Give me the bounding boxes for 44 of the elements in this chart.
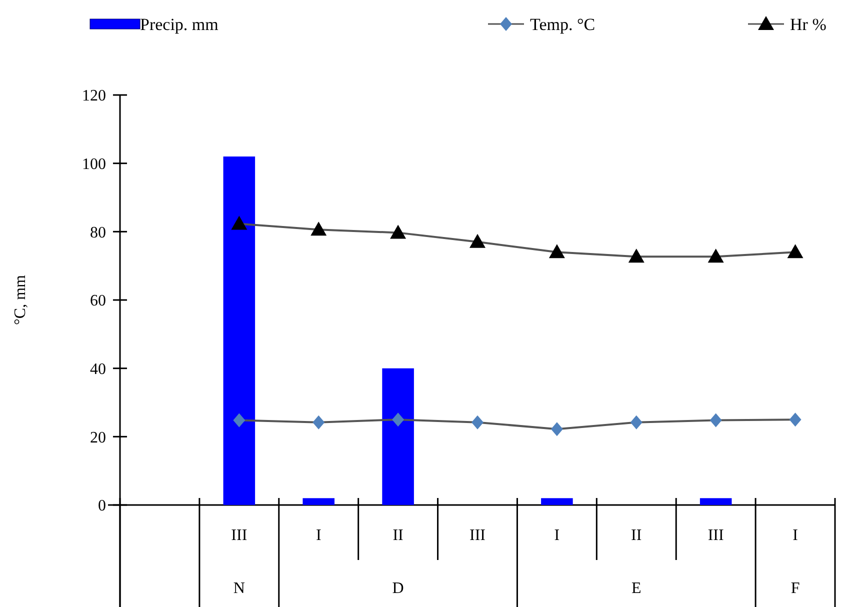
y-tick-label: 20 bbox=[90, 429, 106, 446]
x-tick-label: III bbox=[708, 527, 724, 544]
point bbox=[231, 216, 248, 230]
x-tick-label: III bbox=[231, 527, 248, 544]
y-tick-label: 80 bbox=[90, 224, 106, 242]
text: D bbox=[392, 580, 404, 597]
x-tick-label: I bbox=[554, 527, 560, 544]
point bbox=[708, 248, 724, 263]
bar bbox=[223, 156, 256, 505]
y-tick-label: 120 bbox=[82, 88, 106, 105]
point bbox=[310, 222, 327, 236]
x-tick-label: III bbox=[470, 527, 486, 544]
point bbox=[710, 413, 722, 428]
point bbox=[312, 415, 325, 430]
point bbox=[787, 244, 804, 258]
x-tick-label: II bbox=[392, 527, 404, 544]
point bbox=[472, 415, 484, 430]
legend-label: Temp. °C bbox=[530, 14, 596, 34]
y-tick-label: 40 bbox=[90, 360, 106, 378]
point bbox=[628, 248, 644, 263]
legend-label: Hr % bbox=[790, 14, 826, 34]
point bbox=[470, 234, 486, 248]
bar bbox=[302, 498, 334, 505]
y-axis-title: °C, mm bbox=[12, 274, 29, 325]
bar bbox=[382, 368, 414, 505]
text: N bbox=[233, 580, 245, 597]
point bbox=[789, 412, 802, 427]
point bbox=[550, 422, 563, 436]
text: E bbox=[632, 580, 642, 597]
point bbox=[630, 415, 642, 430]
legend-label: Precip. mm bbox=[140, 14, 218, 34]
x-tick-label: II bbox=[631, 527, 642, 544]
text: F bbox=[790, 580, 800, 597]
y-tick-label: 0 bbox=[98, 498, 106, 515]
y-tick-label: 60 bbox=[90, 292, 106, 310]
bar bbox=[541, 498, 573, 505]
x-tick-label: I bbox=[316, 527, 322, 544]
bar bbox=[700, 498, 732, 505]
point bbox=[548, 244, 565, 258]
point bbox=[390, 224, 406, 239]
x-tick-label: I bbox=[792, 527, 798, 544]
y-tick-label: 100 bbox=[82, 156, 106, 173]
point bbox=[233, 413, 246, 428]
point bbox=[392, 412, 404, 427]
